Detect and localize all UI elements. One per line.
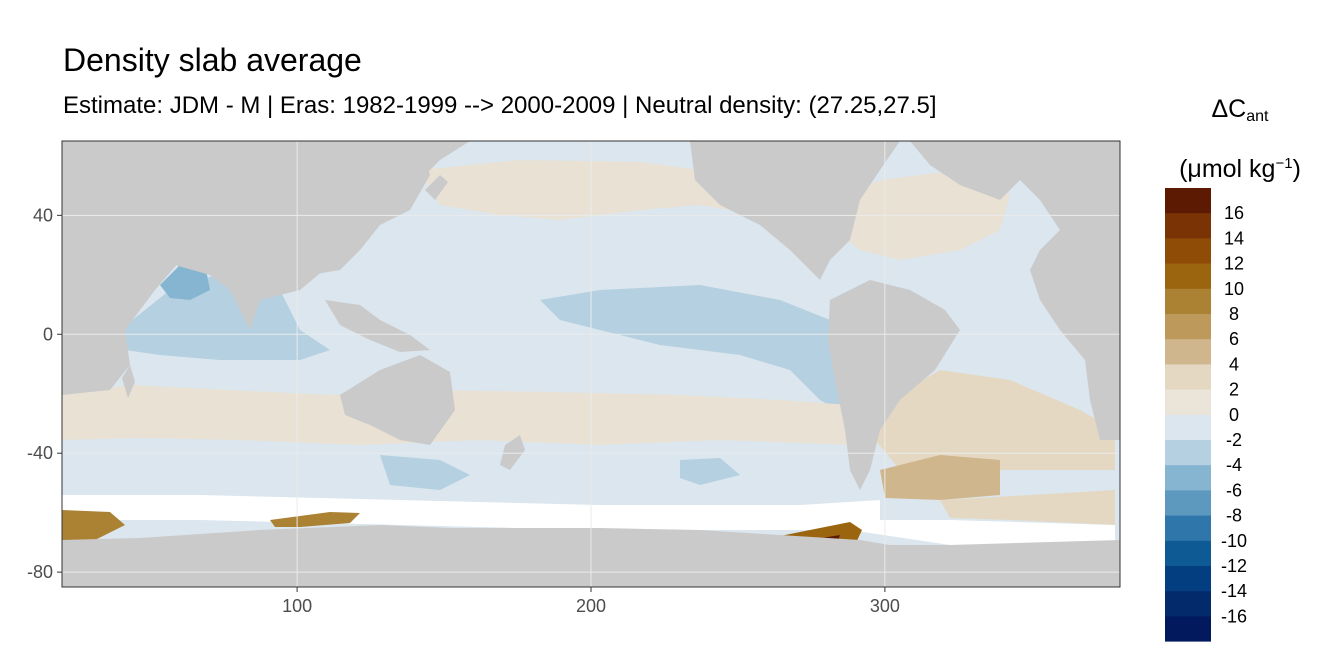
legend-swatch bbox=[1165, 339, 1211, 365]
y-tick-label: 40 bbox=[33, 205, 53, 225]
legend-swatch bbox=[1165, 616, 1211, 642]
land-north-america bbox=[690, 141, 900, 280]
legend-swatch bbox=[1165, 591, 1211, 617]
legend-label: 4 bbox=[1229, 354, 1239, 374]
legend-label: 12 bbox=[1224, 254, 1244, 274]
field-region-south-indian-negative bbox=[380, 455, 470, 490]
x-tick-label: 200 bbox=[576, 596, 606, 616]
field-region-weddell-light bbox=[940, 490, 1115, 525]
field-region-antarctic-no-data bbox=[62, 495, 1115, 545]
legend-label: 14 bbox=[1224, 228, 1244, 248]
plot-subtitle: Estimate: JDM - M | Eras: 1982-1999 --> … bbox=[63, 92, 937, 119]
legend-swatch bbox=[1165, 188, 1211, 214]
legend-label: 16 bbox=[1224, 203, 1244, 223]
legend-label: -10 bbox=[1221, 531, 1247, 551]
legend-label: -2 bbox=[1226, 430, 1242, 450]
legend-swatch bbox=[1165, 213, 1211, 239]
legend-label: 0 bbox=[1229, 405, 1239, 425]
legend-swatch bbox=[1165, 465, 1211, 491]
y-axis: 40 0 -40 -80 bbox=[27, 205, 62, 582]
field-region-weddell-positive bbox=[880, 455, 1000, 500]
legend-swatch bbox=[1165, 540, 1211, 567]
y-tick-label: -40 bbox=[27, 443, 53, 463]
legend-swatch bbox=[1165, 263, 1211, 290]
field-region-south-atlantic-positive bbox=[875, 370, 1115, 470]
field-region-south-pacific-negative bbox=[680, 458, 740, 485]
map-panel bbox=[62, 141, 1120, 587]
land-australia bbox=[340, 355, 455, 445]
legend-label: 2 bbox=[1229, 380, 1239, 400]
legend-unit: (μmol kg−1) bbox=[1179, 155, 1301, 183]
legend-label: -12 bbox=[1221, 556, 1247, 576]
legend-swatch bbox=[1165, 566, 1211, 592]
legend-title: ΔCant (μmol kg−1) bbox=[1160, 86, 1320, 193]
legend-colorbar: 16 14 12 10 8 6 4 2 0 -2 -4 -6 -8 -10 -12 -14 -16 bbox=[1165, 188, 1247, 642]
legend-swatch bbox=[1165, 238, 1211, 265]
y-tick-label: 0 bbox=[43, 324, 53, 344]
grid-lines bbox=[62, 141, 1120, 587]
legend-swatch bbox=[1165, 440, 1211, 466]
plot-title: Density slab average bbox=[63, 42, 362, 78]
legend-label: -14 bbox=[1221, 581, 1247, 601]
field-region-east-antarctic-strong bbox=[270, 512, 360, 527]
legend-label: 8 bbox=[1229, 304, 1239, 324]
x-tick-label: 100 bbox=[282, 596, 312, 616]
legend-label: 10 bbox=[1224, 279, 1244, 299]
legend-swatch bbox=[1165, 288, 1211, 315]
field-region-equatorial-pacific-negative bbox=[540, 285, 855, 420]
x-tick-label: 300 bbox=[870, 596, 900, 616]
legend-swatch bbox=[1165, 314, 1211, 340]
legend-label: -8 bbox=[1226, 506, 1242, 526]
field-region-southern-band-positive bbox=[62, 385, 850, 445]
legend-variable-name: ΔCant bbox=[1211, 95, 1269, 125]
land-new-zealand bbox=[500, 435, 525, 470]
land-greenland bbox=[910, 141, 1040, 200]
legend-label: -6 bbox=[1226, 480, 1242, 500]
legend-swatch bbox=[1165, 515, 1211, 542]
land-south-america bbox=[828, 280, 960, 490]
legend-label: -4 bbox=[1226, 455, 1242, 475]
legend-swatch bbox=[1165, 414, 1211, 441]
field-region-indian-antarctic-strong bbox=[62, 510, 125, 542]
x-axis: 100 200 300 bbox=[282, 587, 900, 616]
legend-swatch bbox=[1165, 364, 1211, 391]
legend-swatch bbox=[1165, 389, 1211, 416]
legend-label: -16 bbox=[1221, 606, 1247, 626]
land-maritime-continent bbox=[325, 300, 430, 352]
legend-label: 6 bbox=[1229, 329, 1239, 349]
y-tick-label: -80 bbox=[27, 562, 53, 582]
land-eurasia bbox=[140, 141, 470, 330]
land-japan bbox=[425, 175, 448, 200]
legend-swatch bbox=[1165, 490, 1211, 517]
land-madagascar bbox=[122, 365, 135, 398]
